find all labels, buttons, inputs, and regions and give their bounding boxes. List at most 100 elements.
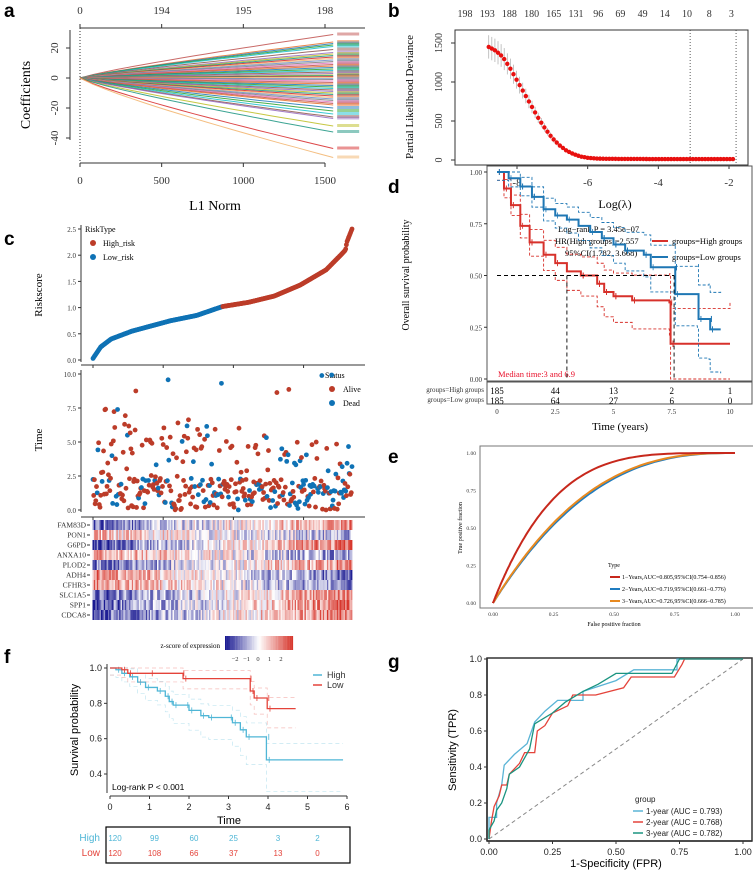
c-heatmap-cell (213, 580, 215, 590)
c-heatmap-cell (242, 570, 245, 580)
c-heatmap-cell (192, 530, 194, 540)
c-heatmap-cell (209, 530, 211, 540)
d-risk-table-row-label: groups=High groups (426, 386, 484, 394)
c-heatmap-cell (310, 560, 312, 570)
c-heatmap-cell (284, 600, 287, 610)
c-heatmap-cell (196, 570, 198, 580)
c-heatmap-cell (123, 590, 125, 600)
c-heatmap-cell (168, 540, 170, 550)
c-heatmap-cell (171, 530, 173, 540)
c-heatmap-cell (332, 520, 335, 530)
c-heatmap-cell (168, 590, 170, 600)
c-heatmap-cell (332, 610, 335, 620)
c-heatmap-cell (328, 580, 330, 590)
c-heatmap-cell (311, 540, 314, 550)
b-top-tick-label: 193 (480, 9, 495, 20)
c-heatmap-cell (230, 520, 232, 530)
c-heatmap-cell (141, 540, 144, 550)
c-time-point (334, 441, 339, 447)
c-heatmap-cell (241, 590, 243, 600)
c-time-point (219, 494, 225, 500)
c-heatmap-cell (221, 550, 224, 560)
c-colorbar-segment (252, 636, 254, 650)
c-colorbar-segment (253, 636, 256, 650)
c-time-point (229, 443, 235, 449)
c-heatmap-cell (117, 570, 120, 580)
c-heatmap-cell (293, 600, 295, 610)
c-risk-y-tick-label: 2.5 (67, 226, 76, 234)
c-time-point (294, 439, 300, 445)
c-heatmap-cell (200, 610, 203, 620)
c-heatmap-cell (345, 580, 347, 590)
c-heatmap-cell (100, 590, 103, 600)
c-heatmap-cell (152, 600, 155, 610)
c-heatmap-cell (223, 550, 225, 560)
c-heatmap-cell (267, 560, 270, 570)
c-heatmap-cell (343, 570, 346, 580)
c-heatmap-cell (124, 600, 127, 610)
c-heatmap-cell (347, 530, 350, 540)
c-heatmap-cell (106, 570, 109, 580)
c-heatmap-cell (241, 550, 243, 560)
c-heatmap-cell (176, 530, 179, 540)
c-heatmap-cell (121, 570, 124, 580)
c-heatmap-cell (221, 560, 224, 570)
c-heatmap-cell (321, 540, 323, 550)
c-heatmap-cell (165, 600, 168, 610)
c-heatmap-cell (234, 560, 236, 570)
c-heatmap-cell (291, 570, 294, 580)
c-heatmap-cell (282, 560, 284, 570)
f-legend-low: Low (327, 680, 344, 690)
c-heatmap-cell (169, 590, 172, 600)
c-heatmap-cell (162, 530, 165, 540)
c-heatmap-cell (127, 580, 130, 590)
b-y-tick-label: 1500 (434, 33, 445, 53)
a-y-tick-label: 20 (49, 42, 61, 54)
c-heatmap-cell (310, 520, 312, 530)
c-heatmap-cell (321, 610, 323, 620)
c-heatmap-cell (134, 520, 137, 530)
c-heatmap-cell (325, 520, 328, 530)
c-heatmap-cell (117, 540, 120, 550)
c-heatmap-cell (187, 530, 190, 540)
c-colorbar-segment (279, 636, 282, 650)
c-riskscore-point (343, 246, 349, 252)
c-heatmap-cell (329, 600, 332, 610)
g-y-tick-label: 0.4 (469, 762, 482, 772)
c-heatmap-cell (331, 550, 333, 560)
c-heatmap-cell (294, 590, 297, 600)
c-heatmap-cell (340, 590, 343, 600)
c-heatmap-cell (244, 540, 246, 550)
c-heatmap-cell (214, 530, 217, 540)
c-heatmap-cell (179, 520, 182, 530)
c-heatmap-cell (246, 590, 249, 600)
c-heatmap-cell (186, 550, 189, 560)
c-heatmap-cell (131, 590, 134, 600)
c-heatmap-cell (148, 550, 151, 560)
c-heatmap-cell (336, 550, 339, 560)
c-heatmap-cell (328, 530, 330, 540)
c-heatmap-cell (162, 590, 165, 600)
c-heatmap-cell (350, 560, 353, 570)
c-heatmap-cell (232, 520, 235, 530)
c-heatmap-cell (332, 540, 335, 550)
c-time-point (108, 475, 113, 481)
c-heatmap-cell (196, 520, 198, 530)
c-heatmap-cell (213, 520, 215, 530)
c-heatmap-cell (145, 590, 148, 600)
c-time-point (177, 493, 183, 499)
c-heatmap-cell (256, 580, 259, 590)
c-heatmap-cell (223, 580, 225, 590)
c-heatmap-cell (204, 530, 207, 540)
c-heatmap-cell (273, 540, 276, 550)
c-heatmap-cell (289, 610, 291, 620)
c-heatmap-cell (185, 580, 187, 590)
b-deviance-point (542, 125, 547, 130)
c-heatmap-cell (287, 580, 290, 590)
c-heatmap-cell (253, 560, 256, 570)
c-heatmap-cell (308, 540, 311, 550)
c-heatmap-cell (303, 550, 305, 560)
c-heatmap-cell (287, 570, 290, 580)
panel-label-d: d (388, 177, 400, 198)
c-heatmap-cell (166, 590, 169, 600)
